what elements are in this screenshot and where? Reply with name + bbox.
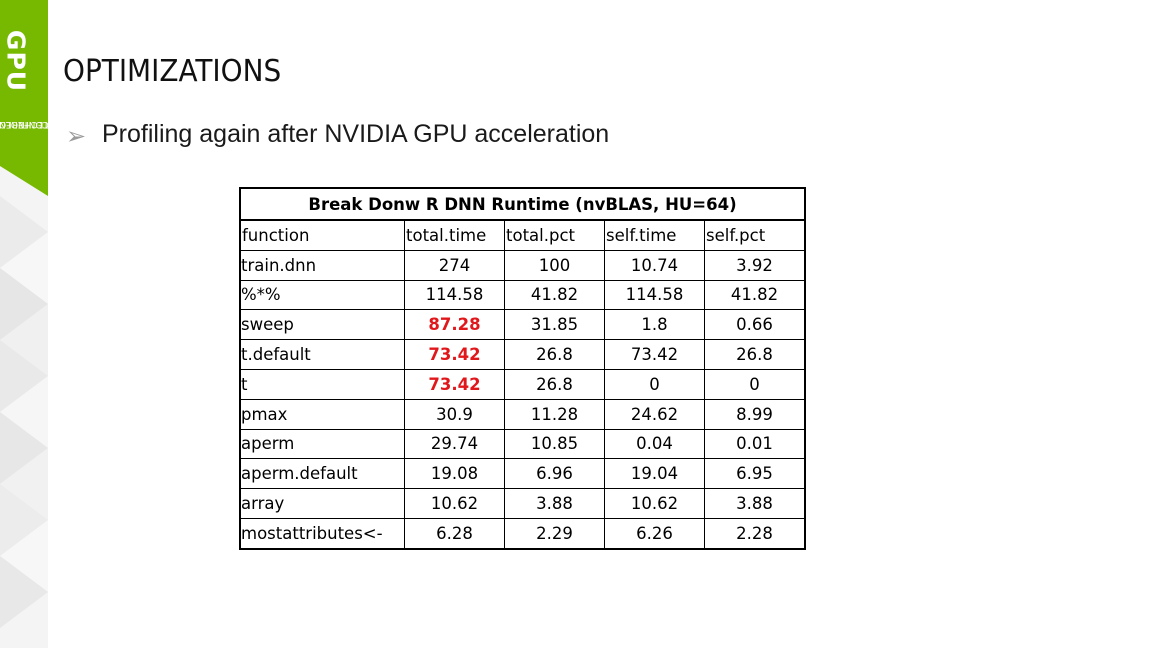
cell-total-pct: 100 (504, 249, 605, 281)
cell-function: t.default (239, 339, 405, 370)
cell-self-pct: 0.01 (704, 428, 806, 460)
cell-function: aperm (239, 428, 405, 460)
cell-self-time: 73.42 (604, 339, 705, 370)
cell-total-time: 19.08 (404, 458, 505, 490)
table-row: %*% 114.58 41.82 114.58 41.82 (239, 279, 806, 311)
cell-self-pct: 0.66 (704, 309, 806, 341)
table-row: t 73.42 26.8 0 0 (239, 368, 806, 400)
column-header: self.pct (704, 219, 806, 251)
table-row: sweep 87.28 31.85 1.8 0.66 (239, 309, 806, 341)
table-row: array 10.62 3.88 10.62 3.88 (239, 488, 806, 519)
column-header: total.pct (504, 219, 605, 251)
cell-total-pct: 10.85 (504, 428, 605, 460)
cell-self-pct: 3.88 (704, 488, 806, 519)
cell-function: %*% (239, 279, 405, 311)
cell-total-pct: 26.8 (504, 339, 605, 370)
cell-total-pct: 11.28 (504, 398, 605, 430)
logo-subtitle: TECHNOLOGYCONFERENCE (0, 84, 49, 164)
table-row: aperm.default 19.08 6.96 19.04 6.95 (239, 458, 806, 490)
table-row: pmax 30.9 11.28 24.62 8.99 (239, 398, 806, 430)
cell-total-pct: 26.8 (504, 368, 605, 400)
table-row: t.default 73.42 26.8 73.42 26.8 (239, 339, 806, 370)
slide-title: OPTIMIZATIONS (63, 54, 282, 89)
cell-self-time: 10.62 (604, 488, 705, 519)
cell-total-time-highlighted: 73.42 (404, 339, 505, 370)
cell-total-pct: 3.88 (504, 488, 605, 519)
bullet-arrow-icon: ➢ (66, 123, 87, 150)
cell-self-pct: 3.92 (704, 249, 806, 281)
column-header: function (239, 219, 405, 251)
table-row: mostattributes<- 6.28 2.29 6.26 2.28 (239, 517, 806, 550)
cell-function: aperm.default (239, 458, 405, 490)
cell-total-pct: 41.82 (504, 279, 605, 311)
cell-total-pct: 31.85 (504, 309, 605, 341)
cell-self-time: 10.74 (604, 249, 705, 281)
cell-total-time: 6.28 (404, 517, 505, 550)
cell-total-pct: 6.96 (504, 458, 605, 490)
cell-function: sweep (239, 309, 405, 341)
cell-self-pct: 0 (704, 368, 806, 400)
cell-total-time-highlighted: 87.28 (404, 309, 505, 341)
logo-line2: CONFERENCE (0, 119, 49, 129)
cell-total-time: 274 (404, 249, 505, 281)
cell-function: mostattributes<- (239, 517, 405, 550)
cell-self-pct: 41.82 (704, 279, 806, 311)
cell-function: array (239, 488, 405, 519)
cell-total-time: 29.74 (404, 428, 505, 460)
cell-self-time: 6.26 (604, 517, 705, 550)
cell-total-time-highlighted: 73.42 (404, 368, 505, 400)
cell-self-time: 1.8 (604, 309, 705, 341)
cell-function: t (239, 368, 405, 400)
bullet-text: Profiling again after NVIDIA GPU acceler… (102, 120, 610, 148)
cell-self-time: 0 (604, 368, 705, 400)
cell-total-time: 114.58 (404, 279, 505, 311)
cell-total-time: 10.62 (404, 488, 505, 519)
cell-function: pmax (239, 398, 405, 430)
column-header: self.time (604, 219, 705, 251)
cell-self-time: 19.04 (604, 458, 705, 490)
cell-self-time: 24.62 (604, 398, 705, 430)
cell-self-time: 114.58 (604, 279, 705, 311)
column-header: total.time (404, 219, 505, 251)
table-caption: Break Donw R DNN Runtime (nvBLAS, HU=64) (239, 187, 806, 221)
cell-function: train.dnn (239, 249, 405, 281)
runtime-table: Break Donw R DNN Runtime (nvBLAS, HU=64)… (239, 187, 806, 550)
table-row: aperm 29.74 10.85 0.04 0.01 (239, 428, 806, 460)
cell-self-pct: 2.28 (704, 517, 806, 550)
table-row: train.dnn 274 100 10.74 3.92 (239, 249, 806, 281)
cell-self-pct: 6.95 (704, 458, 806, 490)
gtc-logo: GPU TECHNOLOGYCONFERENCE (0, 0, 49, 196)
cell-self-pct: 8.99 (704, 398, 806, 430)
logo-tab-shape (0, 0, 48, 196)
cell-self-pct: 26.8 (704, 339, 806, 370)
cell-self-time: 0.04 (604, 428, 705, 460)
table-header-row: function total.time total.pct self.time … (239, 219, 806, 251)
cell-total-time: 30.9 (404, 398, 505, 430)
cell-total-pct: 2.29 (504, 517, 605, 550)
